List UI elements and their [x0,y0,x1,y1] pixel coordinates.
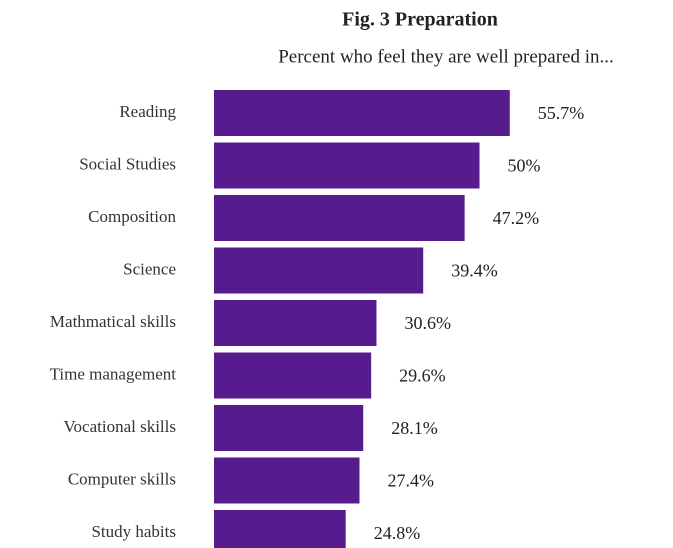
value-label: 30.6% [404,313,451,333]
bar [214,457,360,504]
category-label: Vocational skills [63,417,176,436]
chart-title: Fig. 3 Preparation [342,9,498,31]
bar [214,405,364,451]
bar [214,142,480,189]
bar [214,90,510,136]
value-label: 39.4% [451,261,498,281]
category-label: Reading [119,102,176,121]
value-label: 47.2% [493,208,539,228]
category-label: Time management [50,364,177,383]
value-label: 24.8% [374,523,421,543]
bar [214,247,424,294]
category-label: Study habits [91,522,176,541]
category-label: Mathmatical skills [50,312,176,331]
value-label: 55.7% [538,103,585,123]
value-label: 27.4% [387,471,434,491]
value-label: 28.1% [391,418,438,438]
value-label: 50% [508,156,541,176]
category-label: Science [123,259,176,278]
category-label: Social Studies [79,154,176,173]
category-label: Computer skills [68,469,176,488]
chart-subtitle: Percent who feel they are well prepared … [278,46,614,67]
value-label: 29.6% [399,366,446,386]
bar [214,352,372,399]
bar [214,510,346,548]
bar [214,195,465,241]
bar [214,300,377,346]
category-label: Composition [88,207,176,226]
